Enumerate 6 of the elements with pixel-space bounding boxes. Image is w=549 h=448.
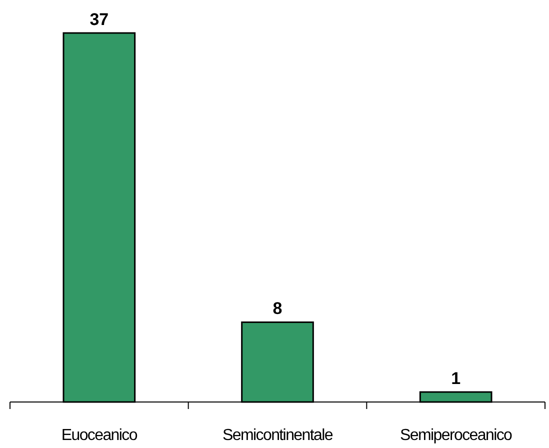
data-label: 1 <box>451 369 461 388</box>
x-tick-label: Semiperoceanico <box>400 427 513 444</box>
data-label: 8 <box>272 299 282 318</box>
data-label: 37 <box>90 10 109 29</box>
x-tick-label: Euoceanico <box>61 427 138 444</box>
x-tick-label: Semicontinentale <box>222 427 334 444</box>
